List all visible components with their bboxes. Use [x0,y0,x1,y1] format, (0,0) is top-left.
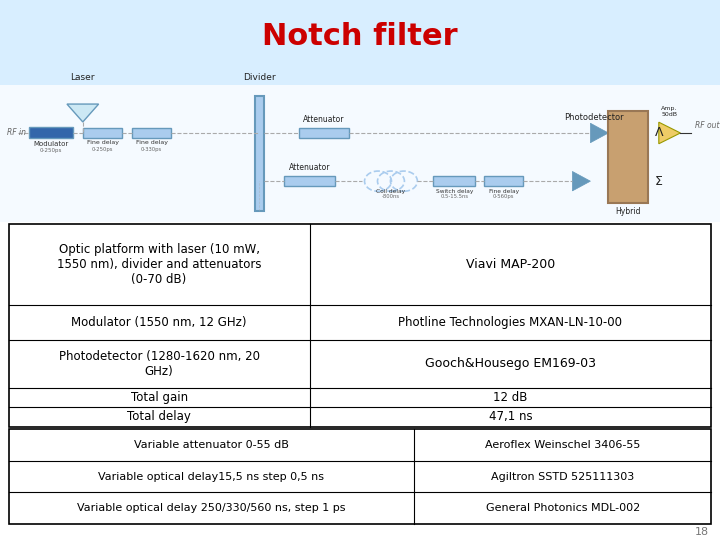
Text: Switch delay: Switch delay [436,188,473,193]
Text: Gooch&Housego EM169-03: Gooch&Housego EM169-03 [425,357,596,370]
FancyBboxPatch shape [433,177,475,186]
Text: -800ns: -800ns [382,194,400,199]
Text: 12 dB: 12 dB [493,392,528,404]
Text: Fine delay: Fine delay [489,188,518,193]
Text: Σ: Σ [655,174,663,188]
FancyBboxPatch shape [255,96,264,212]
Polygon shape [67,104,99,122]
Text: Variable optical delay15,5 ns step 0,5 ns: Variable optical delay15,5 ns step 0,5 n… [99,471,324,482]
Text: Total delay: Total delay [127,410,191,423]
Text: Photline Technologies MXAN-LN-10-00: Photline Technologies MXAN-LN-10-00 [398,316,623,329]
FancyBboxPatch shape [9,429,711,524]
Text: Modulator (1550 nm, 12 GHz): Modulator (1550 nm, 12 GHz) [71,316,247,329]
FancyBboxPatch shape [83,129,122,138]
Text: RF in: RF in [7,129,26,138]
Text: Fine delay: Fine delay [86,140,119,145]
FancyBboxPatch shape [0,0,720,85]
Polygon shape [572,172,590,191]
Text: Optic platform with laser (10 mW,
1550 nm), divider and attenuators
(0-70 dB): Optic platform with laser (10 mW, 1550 n… [57,243,261,286]
Text: RF out: RF out [695,122,719,130]
Text: Agiltron SSTD 525111303: Agiltron SSTD 525111303 [491,471,634,482]
Text: Amp.
50dB: Amp. 50dB [662,106,678,117]
FancyBboxPatch shape [0,85,720,222]
Text: 47,1 ns: 47,1 ns [489,410,532,423]
FancyBboxPatch shape [284,177,335,186]
Text: 0-250ps: 0-250ps [92,147,113,152]
Text: 0.5-15.5ns: 0.5-15.5ns [440,194,469,199]
Text: General Photonics MDL-002: General Photonics MDL-002 [485,503,640,513]
Text: Variable optical delay 250/330/560 ns, step 1 ps: Variable optical delay 250/330/560 ns, s… [77,503,346,513]
Text: Modulator: Modulator [34,141,68,147]
FancyBboxPatch shape [484,177,523,186]
FancyBboxPatch shape [299,129,349,138]
Text: Hybrid: Hybrid [616,207,641,216]
FancyBboxPatch shape [29,127,73,138]
Text: Divider: Divider [243,73,276,82]
Text: Notch filter: Notch filter [262,23,458,51]
Text: Fine delay: Fine delay [135,140,168,145]
Text: Variable attenuator 0-55 dB: Variable attenuator 0-55 dB [134,440,289,450]
Polygon shape [659,122,680,144]
Text: 0-330ps: 0-330ps [141,147,162,152]
Text: Viavi MAP-200: Viavi MAP-200 [466,258,555,271]
Text: Coil delay: Coil delay [377,188,405,193]
Text: Photodetector: Photodetector [564,113,624,122]
Text: 18: 18 [695,527,709,537]
Text: 0-560ps: 0-560ps [493,194,514,199]
Text: Λ: Λ [655,126,664,139]
FancyBboxPatch shape [608,111,648,203]
FancyBboxPatch shape [132,129,171,138]
Text: Photodetector (1280-1620 nm, 20
GHz): Photodetector (1280-1620 nm, 20 GHz) [58,350,260,378]
FancyBboxPatch shape [9,224,711,427]
Text: Attenuator: Attenuator [289,163,330,172]
Polygon shape [590,123,608,143]
Text: Aeroflex Weinschel 3406-55: Aeroflex Weinschel 3406-55 [485,440,640,450]
Text: Laser: Laser [71,73,95,82]
Text: 0-250ps: 0-250ps [40,148,63,153]
Text: Total gain: Total gain [130,392,188,404]
Text: Attenuator: Attenuator [303,115,345,124]
